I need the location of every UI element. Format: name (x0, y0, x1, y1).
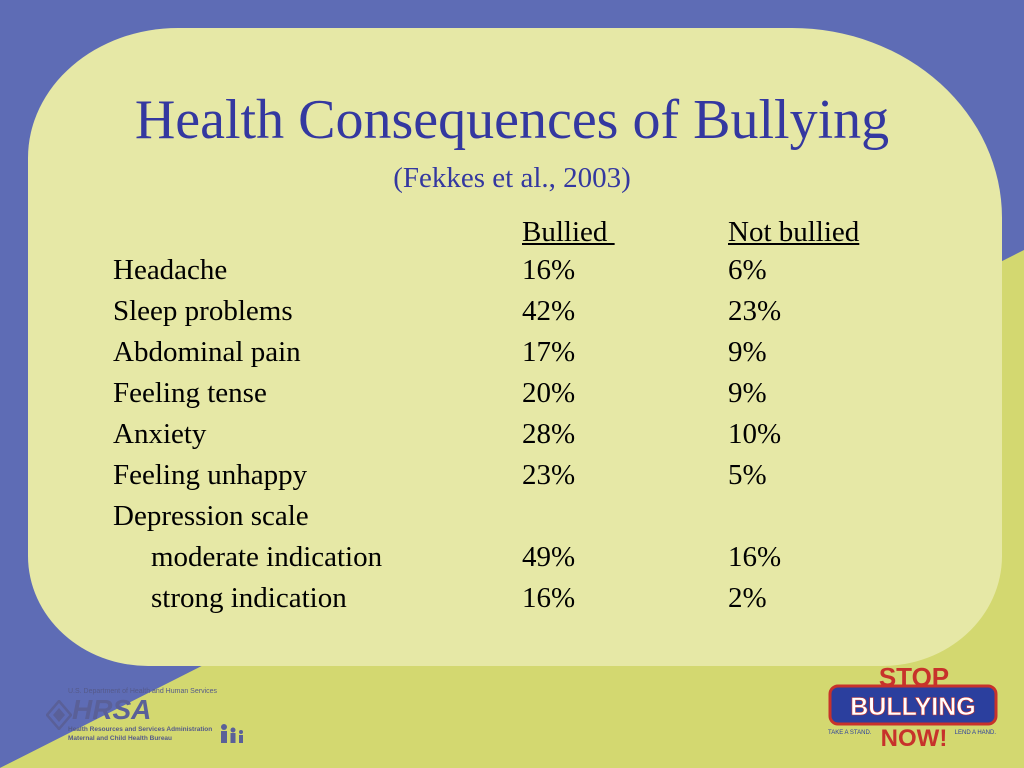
column-header-not-bullied: Not bullied (728, 216, 860, 248)
table-row: Headache 16% 6% (0, 254, 1024, 295)
logo-stop-text: STOP (879, 662, 949, 692)
table-row: Sleep problems 42% 23% (0, 295, 1024, 336)
logo-left-tagline: TAKE A STAND. (828, 730, 872, 736)
row-label: Feeling unhappy (113, 459, 308, 491)
table-row: Anxiety 28% 10% (0, 418, 1024, 459)
column-header-bullied: Bullied (522, 216, 615, 248)
content-panel (28, 28, 1002, 666)
not-bullied-value: 16% (728, 541, 782, 573)
row-label: moderate indication (151, 541, 383, 573)
bullied-value: 23% (522, 459, 576, 491)
bullied-value: 49% (522, 541, 576, 573)
family-figures-icon (221, 724, 243, 743)
bullied-value: 28% (522, 418, 576, 450)
logo-right-tagline: LEND A HAND. (955, 730, 997, 736)
row-label: Feeling tense (113, 377, 267, 409)
stop-bullying-now-logo: STOP BULLYING NOW! TAKE A STAND. LEND A … (824, 660, 1000, 752)
not-bullied-value: 9% (728, 336, 767, 368)
row-label: Anxiety (113, 418, 207, 450)
hrsa-department: U.S. Department of Health and Human Serv… (68, 688, 218, 695)
table-row: Depression scale (0, 500, 1024, 541)
bullied-value: 16% (522, 582, 576, 614)
row-label: Headache (113, 254, 228, 286)
row-label: Sleep problems (113, 295, 293, 327)
not-bullied-value: 6% (728, 254, 767, 286)
hrsa-diamond-icon (46, 700, 72, 730)
hrsa-logo: U.S. Department of Health and Human Serv… (46, 688, 256, 748)
slide-title: Health Consequences of Bullying (134, 89, 890, 151)
table-row: Abdominal pain 17% 9% (0, 336, 1024, 377)
bullied-value: 16% (522, 254, 576, 286)
row-label: Abdominal pain (113, 336, 301, 368)
logo-now-text: NOW! (881, 725, 948, 750)
table-row: Feeling tense 20% 9% (0, 377, 1024, 418)
row-label: Depression scale (113, 500, 309, 532)
hrsa-acronym: HRSA (72, 694, 152, 725)
bullied-value: 42% (522, 295, 576, 327)
table-row: strong indication 16% 2% (0, 582, 1024, 623)
hrsa-line2: Maternal and Child Health Bureau (68, 735, 173, 742)
logo-bullying-text: BULLYING (850, 693, 975, 721)
hrsa-line1: Health Resources and Services Administra… (68, 726, 213, 733)
data-table: Headache 16% 6% Sleep problems 42% 23% A… (0, 254, 1024, 623)
table-row: Feeling unhappy 23% 5% (0, 459, 1024, 500)
slide-subtitle: (Fekkes et al., 2003) (393, 162, 631, 194)
not-bullied-value: 23% (728, 295, 782, 327)
stop-bullying-logo-art: STOP BULLYING NOW! TAKE A STAND. LEND A … (828, 662, 998, 752)
bullied-value: 20% (522, 377, 576, 409)
not-bullied-value: 9% (728, 377, 767, 409)
not-bullied-value: 5% (728, 459, 767, 491)
row-label: strong indication (151, 582, 347, 614)
not-bullied-value: 2% (728, 582, 767, 614)
not-bullied-value: 10% (728, 418, 782, 450)
bullied-value: 17% (522, 336, 576, 368)
table-row: moderate indication 49% 16% (0, 541, 1024, 582)
